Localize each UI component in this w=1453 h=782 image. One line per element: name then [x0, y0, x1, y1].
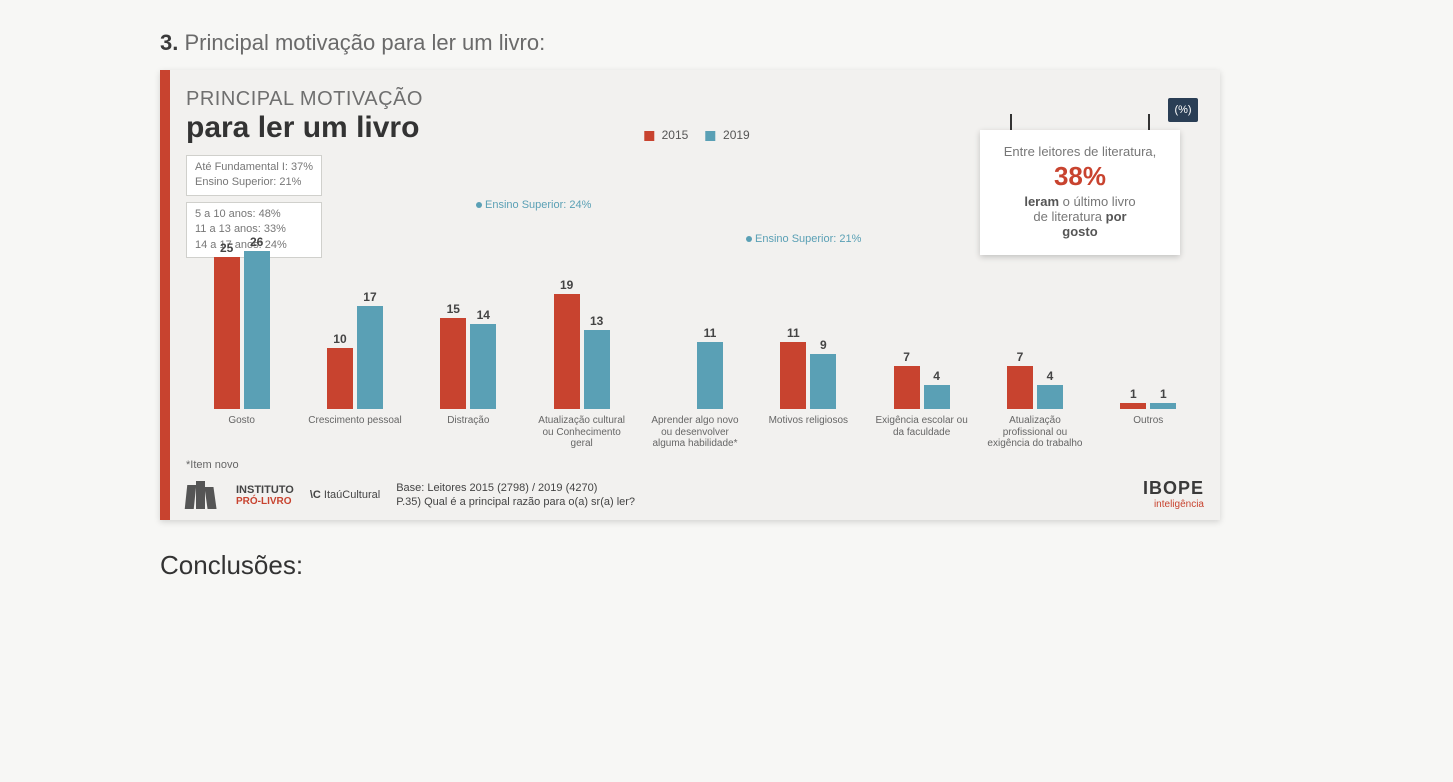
chart-area: Até Fundamental I: 37%Ensino Superior: 2…	[186, 155, 1198, 455]
bar-2015: 11	[780, 342, 806, 409]
category-label: Distração	[447, 415, 489, 455]
annotation-line: 5 a 10 anos: 48%	[195, 207, 313, 222]
bar-value: 15	[447, 302, 460, 316]
annotation-education: Até Fundamental I: 37%Ensino Superior: 2…	[186, 155, 322, 196]
category-label: Outros	[1133, 415, 1163, 455]
category-label: Atualização profissional ou exigência do…	[985, 415, 1084, 455]
bar-pair: 2526	[214, 239, 270, 409]
slide-footer: INSTITUTO PRÓ-LIVRO \C ItaúCultural Base…	[186, 481, 1198, 510]
ibope-logo: IBOPE inteligência	[1143, 478, 1204, 510]
bars-row: 2526Gosto1017Crescimento pessoal1514Dist…	[186, 239, 1198, 455]
bar-pair: 11	[667, 239, 723, 409]
bar-2015: 7	[894, 366, 920, 409]
bar-pair: 11	[1120, 239, 1176, 409]
bar-2015: 1	[1120, 403, 1146, 409]
category-label: Motivos religiosos	[769, 415, 848, 455]
bar-value: 25	[220, 241, 233, 255]
document-page: 3. Principal motivação para ler um livro…	[0, 0, 1453, 782]
category-label: Atualização cultural ou Conhecimento ger…	[532, 415, 631, 455]
partner-name: ItaúCultural	[324, 489, 380, 501]
bar-2015: 10	[327, 348, 353, 409]
bar-value: 1	[1130, 387, 1137, 401]
question-text: Principal motivação para ler um livro:	[184, 30, 545, 55]
annotation-line: Até Fundamental I: 37%	[195, 160, 313, 175]
bar-value: 11	[704, 326, 717, 340]
question-line: 3. Principal motivação para ler um livro…	[160, 30, 1413, 56]
category-label: Exigência escolar ou da faculdade	[872, 415, 971, 455]
source-question: P.35) Qual é a principal razão para o(a)…	[396, 495, 635, 509]
chart-category: 1017Crescimento pessoal	[305, 239, 404, 455]
percent-badge: (%)	[1168, 98, 1198, 122]
bar-value: 7	[903, 350, 910, 364]
bar-2019: 11	[697, 342, 723, 409]
bar-2019: 9	[810, 354, 836, 409]
chart-category: 74Exigência escolar ou da faculdade	[872, 239, 971, 455]
chart-category: 1913Atualização cultural ou Conhecimento…	[532, 239, 631, 455]
source-block: Base: Leitores 2015 (2798) / 2019 (4270)…	[396, 481, 635, 510]
chart-category: 74Atualização profissional ou exigência …	[985, 239, 1084, 455]
bar-pair: 1913	[554, 239, 610, 409]
chart-category: 11Outros	[1099, 239, 1198, 455]
books-icon	[186, 481, 220, 509]
partner-label: \C ItaúCultural	[310, 489, 380, 501]
bar-pair: 1514	[440, 239, 496, 409]
bar-2015: 15	[440, 318, 466, 409]
bar-value: 14	[477, 308, 490, 322]
chart-category: 11 Aprender algo novo ou desenvolver algu…	[645, 239, 744, 455]
bar-value: 19	[560, 278, 573, 292]
bar-pair: 1017	[327, 239, 383, 409]
bar-value: 1	[1160, 387, 1167, 401]
bar-2019: 4	[1037, 385, 1063, 409]
annotation-line: Ensino Superior: 21%	[195, 175, 313, 190]
bar-2019: 13	[584, 330, 610, 409]
question-number: 3.	[160, 30, 178, 55]
infographic-slide: (%) PRINCIPAL MOTIVAÇÃO para ler um livr…	[160, 70, 1220, 520]
bar-2015: 25	[214, 257, 240, 409]
legend-label-2019: 2019	[723, 128, 750, 142]
bar-2019: 1	[1150, 403, 1176, 409]
category-label: Crescimento pessoal	[308, 415, 401, 455]
chart-callout: Ensino Superior: 24%	[476, 199, 591, 211]
legend-swatch-2015	[644, 131, 654, 141]
category-label: Gosto	[228, 415, 255, 455]
institute-line2: PRÓ-LIVRO	[236, 496, 294, 507]
bar-pair: 74	[894, 239, 950, 409]
chart-category: 1514Distração	[419, 239, 518, 455]
bar-2019: 14	[470, 324, 496, 409]
bar-2015: 7	[1007, 366, 1033, 409]
bar-value: 13	[590, 314, 603, 328]
bar-value: 11	[787, 326, 800, 340]
bar-pair: 74	[1007, 239, 1063, 409]
category-label: Aprender algo novo ou desenvolver alguma…	[645, 415, 744, 455]
bar-2019: 4	[924, 385, 950, 409]
ibope-top: IBOPE	[1143, 478, 1204, 499]
chart-legend: 2015 2019	[630, 128, 749, 142]
bar-value: 9	[820, 338, 827, 352]
ibope-bottom: inteligência	[1143, 499, 1204, 510]
legend-label-2015: 2015	[662, 128, 689, 142]
bar-pair: 119	[780, 239, 836, 409]
bar-value: 10	[333, 332, 346, 346]
bar-value: 26	[250, 235, 263, 249]
source-base: Base: Leitores 2015 (2798) / 2019 (4270)	[396, 481, 635, 495]
institute-logo-text: INSTITUTO PRÓ-LIVRO	[236, 484, 294, 507]
bar-value: 7	[1017, 350, 1024, 364]
conclusoes-heading: Conclusões:	[160, 550, 1413, 581]
slide-title-super: PRINCIPAL MOTIVAÇÃO	[186, 88, 1198, 111]
institute-line1: INSTITUTO	[236, 484, 294, 496]
bar-2019: 26	[244, 251, 270, 409]
bar-2019: 17	[357, 306, 383, 409]
legend-swatch-2019	[706, 131, 716, 141]
bar-value: 17	[363, 290, 376, 304]
bar-value: 4	[933, 369, 940, 383]
chart-category: 2526Gosto	[192, 239, 291, 455]
bar-2015: 19	[554, 294, 580, 409]
chart-footnote: *Item novo	[186, 459, 1198, 471]
chart-category: 119Motivos religiosos	[759, 239, 858, 455]
bar-value: 4	[1047, 369, 1054, 383]
